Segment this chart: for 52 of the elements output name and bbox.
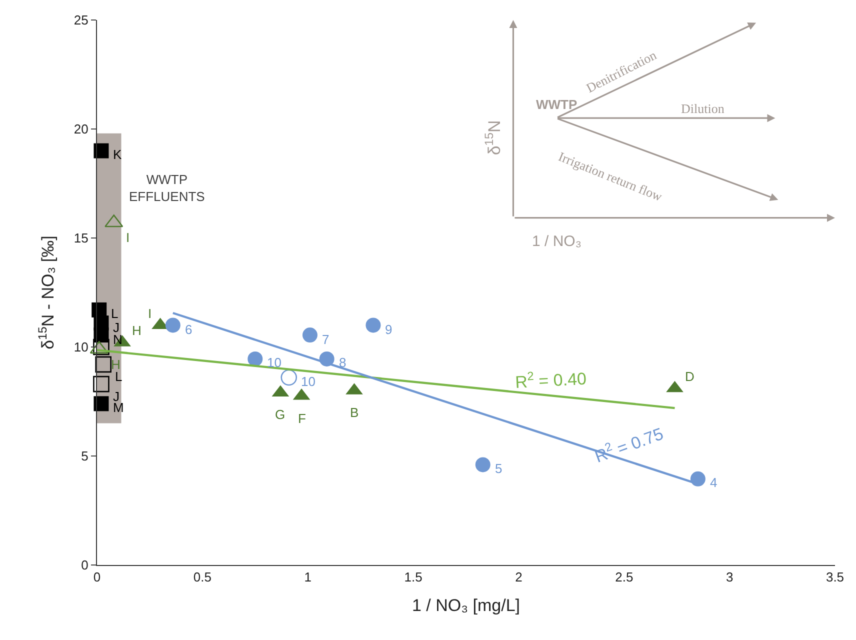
annotation: J	[113, 320, 120, 335]
point	[94, 143, 109, 158]
annotation: K	[113, 147, 122, 162]
point	[302, 328, 318, 343]
annotation: B	[350, 405, 359, 420]
x-axis-title: 1 / NO₃ [mg/L]	[412, 596, 520, 615]
y-tick-label: 25	[74, 12, 88, 28]
x-tick-label: 1	[304, 570, 312, 585]
annotation: L	[115, 369, 122, 384]
annotation: 10	[267, 355, 282, 370]
annotation: 9	[385, 322, 392, 337]
point	[93, 376, 110, 392]
annotation: H	[111, 357, 120, 372]
annotation: WWTP	[536, 97, 578, 112]
x-tick-label: 3	[726, 570, 734, 585]
x-tick-label: 0.5	[193, 570, 212, 585]
point	[280, 369, 298, 386]
annotation: D	[685, 369, 694, 384]
annotation: Dilution	[681, 101, 725, 116]
annotation: H	[132, 323, 142, 338]
x-tick-label: 2	[515, 570, 522, 585]
annotation: R$^{2}$ = 0.40	[514, 366, 587, 392]
annotation: 7	[322, 332, 330, 347]
annotation: I	[148, 306, 152, 321]
annotation: WWTP EFFLUENTS	[129, 172, 206, 204]
point	[93, 338, 110, 356]
annotation: F	[298, 411, 306, 426]
annotation: L	[111, 306, 118, 321]
x-tick-label: 1.5	[404, 570, 422, 585]
point	[94, 396, 109, 412]
y-tick-label: 5	[81, 448, 88, 464]
annotation: 4	[710, 475, 718, 490]
point	[690, 471, 706, 486]
y-tick-label: 0	[81, 558, 88, 573]
point	[248, 351, 263, 366]
x-tick-label: 3.5	[826, 570, 844, 585]
annotation: 5	[495, 461, 502, 476]
y-tick-label: 20	[74, 122, 88, 137]
point	[475, 457, 490, 472]
y-tick-label: 10	[74, 340, 88, 355]
annotation: G	[275, 407, 286, 422]
point	[165, 318, 180, 333]
x-tick-label: 0	[93, 570, 101, 585]
point	[366, 318, 381, 333]
x-tick-label: 2.5	[615, 570, 634, 585]
annotation: 1 / NO₃	[532, 233, 582, 250]
annotation: 10	[301, 374, 316, 389]
point	[95, 356, 112, 373]
annotation: 8	[339, 355, 346, 370]
annotation: 6	[185, 322, 192, 337]
annotation: I	[126, 230, 130, 245]
y-tick-label: 15	[74, 230, 88, 246]
